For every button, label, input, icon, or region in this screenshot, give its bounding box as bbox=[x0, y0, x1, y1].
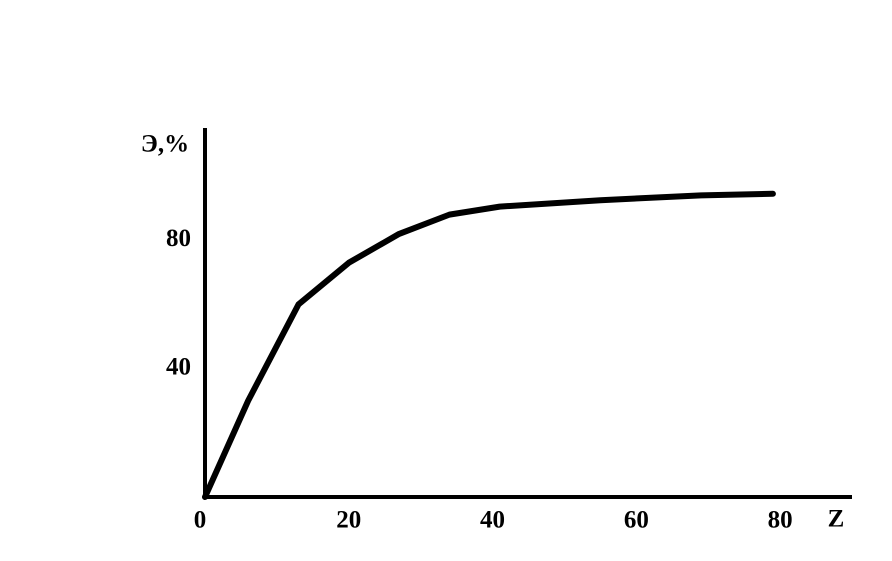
x-tick-label: 60 bbox=[624, 507, 649, 534]
y-axis-label: Э,% bbox=[141, 131, 189, 158]
x-tick-label: 40 bbox=[480, 507, 505, 534]
data-line bbox=[202, 190, 776, 500]
x-tick-label: 80 bbox=[768, 507, 793, 534]
x-tick-label: 20 bbox=[336, 507, 361, 534]
y-tick-label: 80 bbox=[166, 225, 191, 252]
x-tick-label: 0 bbox=[194, 507, 207, 534]
y-tick-label: 40 bbox=[166, 353, 191, 380]
x-axis-label: Z bbox=[828, 506, 845, 533]
